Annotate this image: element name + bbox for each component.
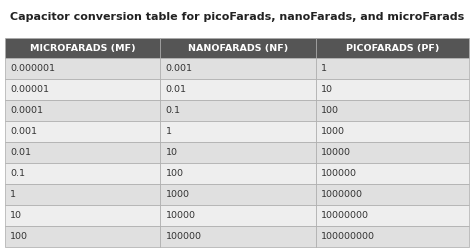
- Bar: [5, 100, 160, 121]
- Text: 0.1: 0.1: [165, 106, 181, 115]
- Bar: [160, 38, 316, 58]
- Bar: [316, 142, 469, 163]
- Text: 1: 1: [165, 127, 172, 136]
- Text: 100000: 100000: [321, 169, 357, 178]
- Text: 100000000: 100000000: [321, 232, 375, 241]
- Text: 1000: 1000: [321, 127, 345, 136]
- Bar: [5, 121, 160, 142]
- Bar: [160, 163, 316, 184]
- Text: 10000: 10000: [165, 211, 195, 220]
- Text: 1000: 1000: [165, 190, 190, 199]
- Bar: [316, 184, 469, 205]
- Bar: [5, 163, 160, 184]
- Bar: [5, 58, 160, 79]
- Bar: [160, 100, 316, 121]
- Text: 1: 1: [10, 190, 16, 199]
- Text: 1000000: 1000000: [321, 190, 363, 199]
- Bar: [160, 79, 316, 100]
- Text: 0.001: 0.001: [10, 127, 37, 136]
- Text: 0.001: 0.001: [165, 64, 192, 73]
- Text: 10000000: 10000000: [321, 211, 369, 220]
- Bar: [316, 205, 469, 226]
- Bar: [316, 58, 469, 79]
- Text: PICOFARADS (PF): PICOFARADS (PF): [346, 44, 439, 52]
- Text: 0.0001: 0.0001: [10, 106, 43, 115]
- Bar: [316, 79, 469, 100]
- Bar: [316, 100, 469, 121]
- Bar: [316, 121, 469, 142]
- Bar: [5, 226, 160, 247]
- Text: Capacitor conversion table for picoFarads, nanoFarads, and microFarads: Capacitor conversion table for picoFarad…: [10, 12, 464, 22]
- Text: 100: 100: [10, 232, 28, 241]
- Text: 100: 100: [165, 169, 183, 178]
- Text: 0.01: 0.01: [165, 85, 186, 94]
- Text: 100: 100: [321, 106, 339, 115]
- Text: 1: 1: [321, 64, 327, 73]
- Text: 10: 10: [165, 148, 177, 157]
- Bar: [316, 163, 469, 184]
- Text: MICROFARADS (MF): MICROFARADS (MF): [30, 44, 136, 52]
- Bar: [5, 79, 160, 100]
- Text: 0.1: 0.1: [10, 169, 25, 178]
- Text: NANOFARADS (NF): NANOFARADS (NF): [188, 44, 288, 52]
- Text: 100000: 100000: [165, 232, 201, 241]
- Bar: [5, 38, 160, 58]
- Text: 0.000001: 0.000001: [10, 64, 55, 73]
- Bar: [5, 184, 160, 205]
- Bar: [160, 58, 316, 79]
- Bar: [316, 38, 469, 58]
- Text: 0.01: 0.01: [10, 148, 31, 157]
- Bar: [5, 142, 160, 163]
- Bar: [5, 205, 160, 226]
- Bar: [160, 184, 316, 205]
- Bar: [160, 142, 316, 163]
- Text: 10000: 10000: [321, 148, 351, 157]
- Bar: [160, 205, 316, 226]
- Text: 0.00001: 0.00001: [10, 85, 49, 94]
- Bar: [160, 121, 316, 142]
- Text: 10: 10: [10, 211, 22, 220]
- Bar: [316, 226, 469, 247]
- Text: 10: 10: [321, 85, 333, 94]
- Bar: [160, 226, 316, 247]
